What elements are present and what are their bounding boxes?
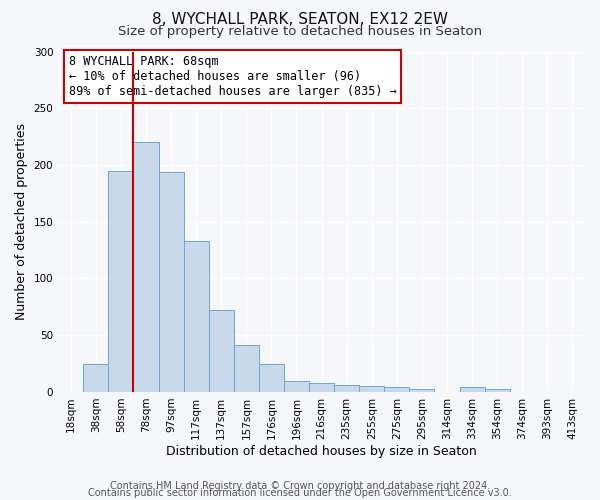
Bar [409,388,434,392]
Bar [259,364,284,392]
Bar [485,388,510,392]
Text: Contains HM Land Registry data © Crown copyright and database right 2024.: Contains HM Land Registry data © Crown c… [110,481,490,491]
Bar [83,364,109,392]
Text: Contains public sector information licensed under the Open Government Licence v3: Contains public sector information licen… [88,488,512,498]
Bar [309,383,334,392]
X-axis label: Distribution of detached houses by size in Seaton: Distribution of detached houses by size … [166,444,477,458]
Bar [359,386,385,392]
Bar [284,380,309,392]
Text: 8 WYCHALL PARK: 68sqm
← 10% of detached houses are smaller (96)
89% of semi-deta: 8 WYCHALL PARK: 68sqm ← 10% of detached … [69,55,397,98]
Bar [184,241,209,392]
Bar [109,170,133,392]
Bar [460,388,485,392]
Text: 8, WYCHALL PARK, SEATON, EX12 2EW: 8, WYCHALL PARK, SEATON, EX12 2EW [152,12,448,28]
Bar [209,310,234,392]
Bar [234,346,259,392]
Text: Size of property relative to detached houses in Seaton: Size of property relative to detached ho… [118,25,482,38]
Bar [158,172,184,392]
Bar [385,388,409,392]
Bar [133,142,158,392]
Y-axis label: Number of detached properties: Number of detached properties [15,123,28,320]
Bar [334,385,359,392]
